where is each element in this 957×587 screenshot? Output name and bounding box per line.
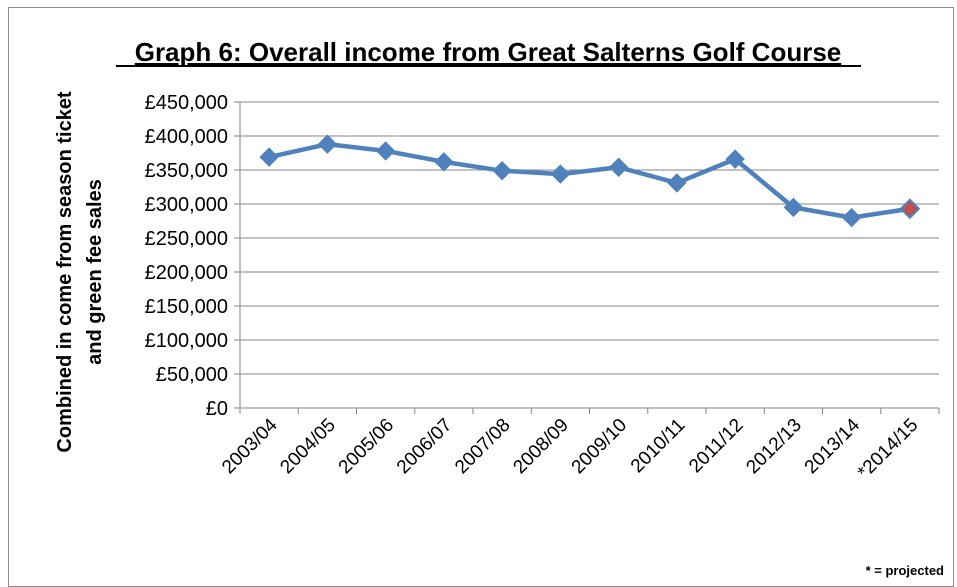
series-income (259, 134, 921, 228)
x-tick-labels: 2003/042004/052005/062006/072007/082008/… (218, 414, 922, 483)
y-tick-label: £400,000 (145, 126, 228, 148)
data-point (492, 160, 512, 181)
y-tick-label: £300,000 (145, 194, 228, 216)
data-point (259, 147, 279, 167)
y-axis-label-line-1: Combined in come from season ticket (54, 91, 76, 453)
y-tick-labels: £0 £50,000 £100,000 £150,000 £200,000 £250,00… (145, 92, 228, 420)
y-tick-label: £200,000 (145, 262, 228, 284)
x-tick-label: 2008/09 (509, 415, 572, 478)
gridlines (240, 101, 939, 375)
data-point (725, 149, 745, 169)
data-point (550, 164, 571, 184)
data-point (783, 197, 804, 218)
y-axis-label-line-2: and green fee sales (84, 179, 106, 365)
x-tick-label: 2004/05 (276, 415, 339, 478)
y-tick-label: £450,000 (145, 92, 228, 114)
y-tick-label: £0 (206, 398, 228, 420)
data-point (375, 141, 396, 161)
x-tick-label: 2005/06 (335, 415, 398, 478)
x-tick-label: 2012/13 (742, 415, 805, 478)
data-point (317, 134, 338, 154)
x-tick-label: 2006/07 (393, 415, 456, 478)
x-tick-label: 2011/12 (685, 415, 747, 477)
chart-title: Graph 6: Overall income from Great Salte… (135, 37, 842, 67)
axes (234, 101, 940, 414)
x-tick-label: 2003/04 (218, 414, 282, 478)
y-tick-label: £350,000 (145, 160, 228, 182)
projected-note: * = projected (866, 563, 944, 578)
x-tick-label: 2010/11 (627, 415, 689, 477)
data-point (667, 173, 687, 193)
y-tick-label: £100,000 (145, 330, 228, 352)
y-tick-label: £250,000 (145, 228, 228, 250)
data-point (434, 152, 454, 172)
data-point (608, 157, 629, 177)
data-point (841, 207, 862, 228)
y-tick-label: £150,000 (145, 296, 228, 318)
y-tick-label: £50,000 (156, 364, 228, 386)
x-tick-label: *2014/15 (854, 415, 923, 484)
x-tick-label: 2009/10 (568, 415, 631, 478)
x-tick-label: 2007/08 (451, 415, 514, 478)
data-point-projected (899, 198, 921, 220)
series-line (268, 141, 911, 220)
